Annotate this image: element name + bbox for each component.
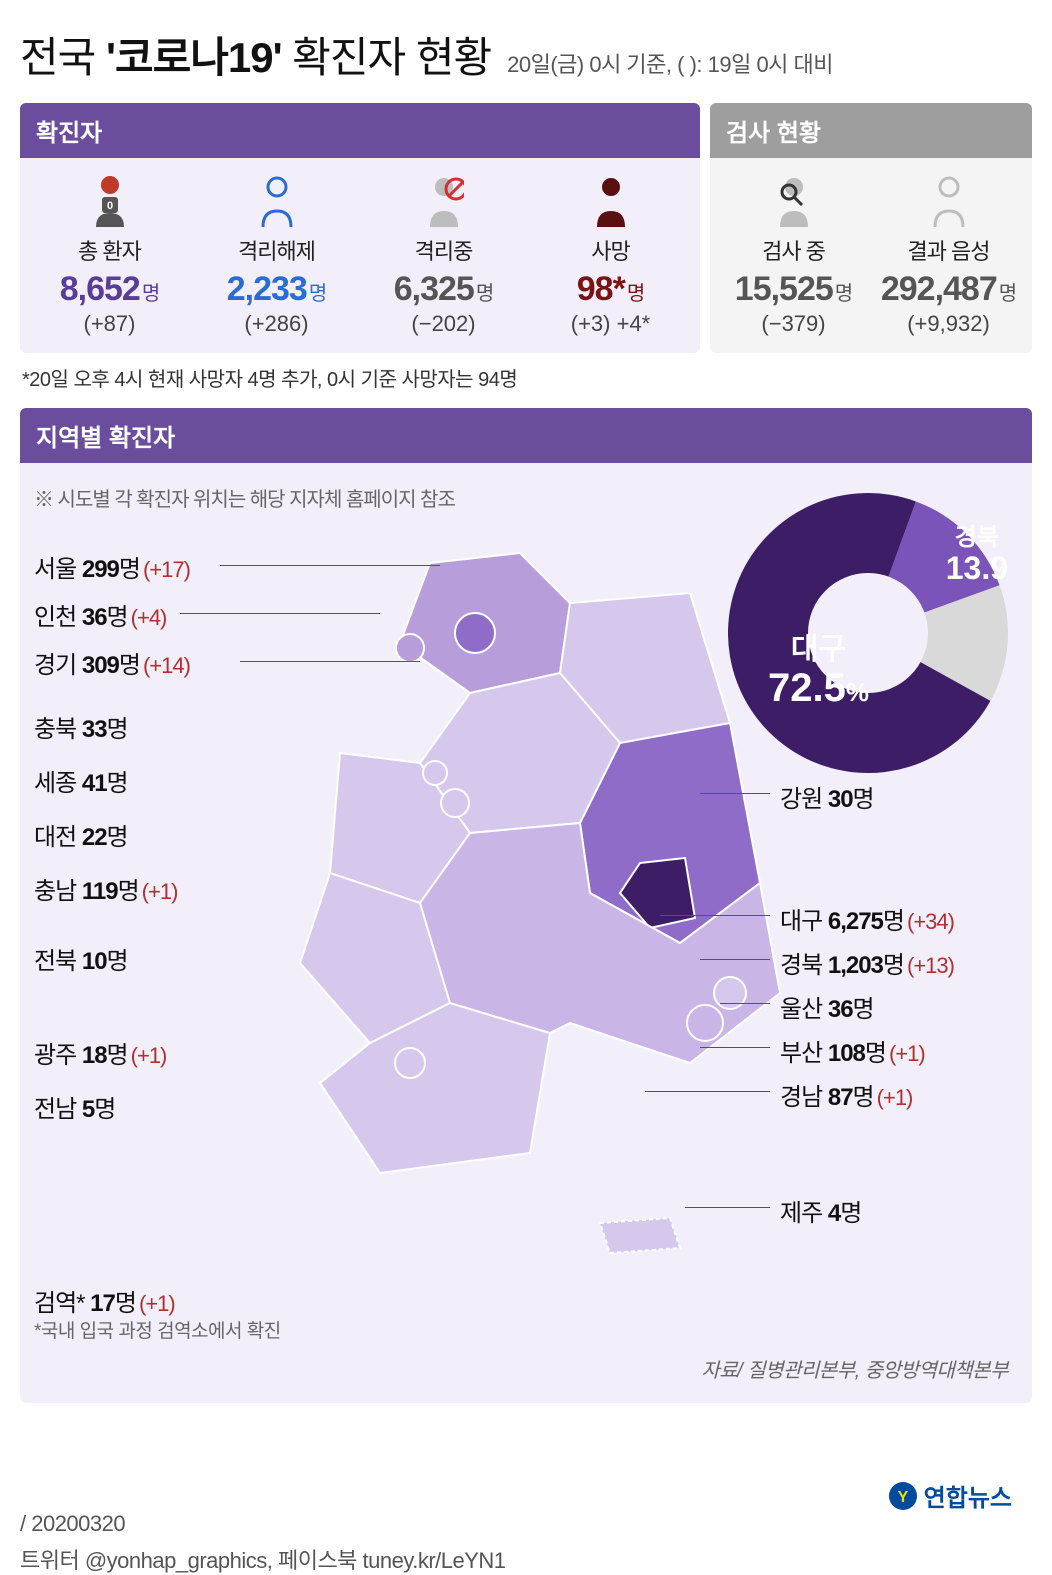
death-footnote: *20일 오후 4시 현재 사망자 4명 추가, 0시 기준 사망자는 94명 [22,363,1030,392]
confirmed-panel: 확진자 0 총 환자 8,652명 (+87) 격리해제 2,233명 (+28… [20,103,700,353]
region-경기: 경기 309명(+14) [34,645,190,680]
svg-text:Y: Y [897,1489,908,1506]
person-negative-icon [929,175,969,227]
region-충남: 충남 119명(+1) [34,871,177,906]
page-title: 전국 '코로나19' 확진자 현황 [20,24,491,85]
stat-release: 격리해제 2,233명 (+286) [193,172,360,337]
region-서울: 서울 299명(+17) [34,549,190,584]
stat-death: 사망 98*명 (+3) +4* [527,172,694,337]
region-전남: 전남 5명 [34,1089,115,1124]
quarantine-note: *국내 입국 과정 검역소에서 확진 [34,1316,281,1343]
confirmed-panel-title: 확진자 [20,103,700,158]
region-울산: 울산 36명 [780,989,874,1024]
stat-negative: 결과 음성 292,487명 (+9,932) [871,172,1026,337]
footer: / 20200320 트위터 @yonhap_graphics, 페이스북 tu… [0,1511,1052,1575]
map-area: ※ 시도별 각 확진자 위치는 해당 지자체 홈페이지 참조 [20,463,1032,1403]
person-testing-icon [774,175,814,227]
stat-total-value: 8,652명 [26,270,193,309]
region-강원: 강원 30명 [780,779,874,814]
region-인천: 인천 36명(+4) [34,597,166,632]
stat-total: 0 총 환자 8,652명 (+87) [26,172,193,337]
svg-text:0: 0 [106,200,112,212]
region-경남: 경남 87명(+1) [780,1077,912,1112]
region-전북: 전북 10명 [34,941,128,976]
region-세종: 세종 41명 [34,763,128,798]
yonhap-icon: Y [888,1481,918,1511]
region-대전: 대전 22명 [34,817,128,852]
region-대구: 대구 6,275명(+34) [780,901,954,936]
brand-logo: Y 연합뉴스 [888,1478,1012,1513]
stat-isolation: 격리중 6,325명 (−202) [360,172,527,337]
region-제주: 제주 4명 [780,1193,861,1228]
donut-chart: 대구72.5% 경북13.9 [718,483,1018,783]
person-release-icon [257,175,297,227]
asof-text: 20일(금) 0시 기준, ( ): 19일 0시 대비 [507,47,833,79]
person-total-icon: 0 [90,175,130,227]
region-경북: 경북 1,203명(+13) [780,945,954,980]
stat-testing: 검사 중 15,525명 (−379) [716,172,871,337]
testing-panel-title: 검사 현황 [710,103,1032,158]
person-death-icon [591,175,631,227]
region-quarantine: 검역* 17명(+1) [34,1283,175,1318]
region-부산: 부산 108명(+1) [780,1033,925,1068]
region-section-title: 지역별 확진자 [20,408,1032,463]
testing-panel: 검사 현황 검사 중 15,525명 (−379) 결과 음성 292,487명… [710,103,1032,353]
region-광주: 광주 18명(+1) [34,1035,166,1070]
source-text: 자료/ 질병관리본부, 중앙방역대책본부 [701,1354,1008,1383]
region-충북: 충북 33명 [34,709,128,744]
person-isolation-icon [424,175,464,227]
